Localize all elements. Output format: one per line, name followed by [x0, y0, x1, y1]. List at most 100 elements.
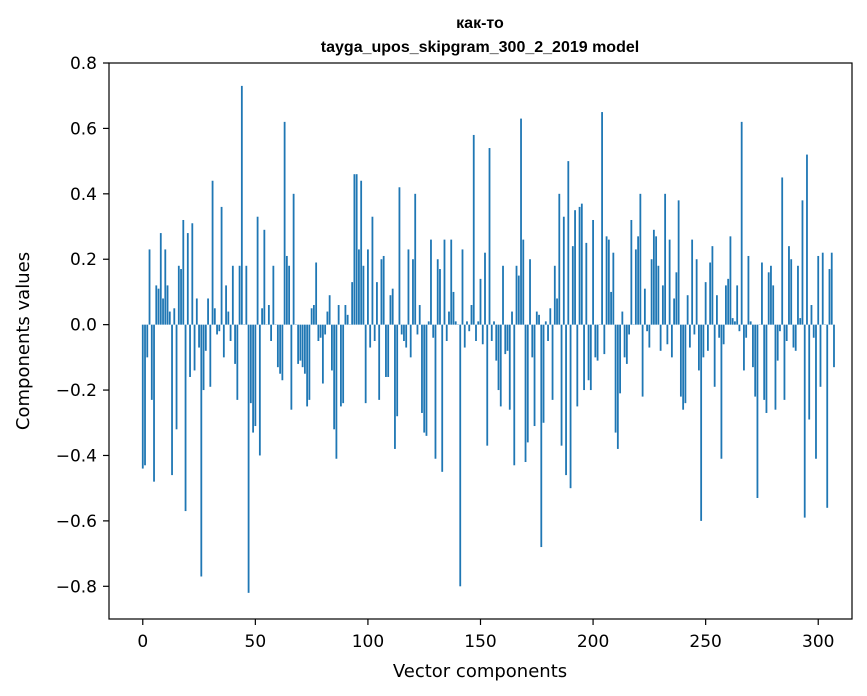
- bar: [634, 249, 637, 325]
- bar: [716, 295, 718, 325]
- bar: [432, 324, 435, 338]
- bar: [763, 324, 766, 400]
- bar: [367, 249, 369, 325]
- bar: [164, 249, 167, 325]
- x-tick-label: 300: [802, 632, 834, 652]
- bar: [146, 324, 149, 358]
- bar: [470, 305, 473, 325]
- bar: [571, 246, 574, 325]
- bar: [414, 193, 417, 325]
- bar: [752, 324, 754, 368]
- bar: [693, 324, 696, 335]
- bar: [504, 324, 507, 355]
- bar: [189, 324, 191, 377]
- x-tick-label: 50: [245, 632, 267, 652]
- bar: [698, 324, 700, 371]
- y-axis-label: Components values: [13, 252, 34, 430]
- bar: [641, 324, 644, 397]
- bar: [612, 252, 615, 325]
- bar: [709, 262, 712, 325]
- bar: [788, 246, 790, 325]
- bar: [326, 311, 329, 325]
- bar: [407, 249, 410, 325]
- y-tick-label: 0.0: [70, 316, 97, 336]
- bar: [175, 324, 178, 430]
- bar: [497, 324, 500, 391]
- bar: [511, 311, 513, 325]
- bar: [180, 269, 182, 325]
- bar: [785, 324, 788, 341]
- bar: [249, 324, 252, 404]
- bar: [722, 324, 725, 345]
- bar: [276, 324, 279, 368]
- bar: [664, 193, 667, 325]
- bar: [749, 321, 752, 325]
- bar: [270, 324, 273, 341]
- bar: [833, 324, 835, 368]
- bar: [312, 305, 315, 325]
- bar: [450, 239, 453, 325]
- bar: [148, 249, 151, 325]
- bar: [691, 239, 694, 325]
- bar: [369, 324, 372, 348]
- bar: [781, 177, 784, 325]
- bar: [594, 324, 597, 358]
- bar: [603, 324, 606, 355]
- bar: [828, 269, 831, 325]
- bar: [567, 161, 570, 325]
- bar: [684, 324, 687, 404]
- bar: [159, 233, 162, 325]
- bar: [517, 275, 520, 325]
- bar: [589, 324, 592, 391]
- chart-title-line2: tayga_upos_skipgram_300_2_2019 model: [321, 39, 639, 56]
- bar: [371, 216, 374, 325]
- bar: [756, 324, 759, 498]
- bar: [670, 324, 673, 358]
- bar: [711, 246, 714, 325]
- bar: [547, 324, 549, 341]
- bar: [427, 321, 430, 325]
- bar: [815, 324, 817, 459]
- bar: [481, 324, 484, 345]
- bar: [218, 324, 221, 332]
- bar: [695, 259, 698, 325]
- bar: [225, 285, 227, 325]
- bar: [488, 148, 491, 325]
- bar: [184, 324, 187, 512]
- bar: [562, 216, 565, 325]
- bar: [299, 324, 302, 361]
- bar: [522, 239, 525, 325]
- bar: [177, 265, 180, 325]
- bar: [506, 324, 509, 351]
- bar: [430, 239, 432, 325]
- bar: [679, 324, 682, 397]
- bar: [576, 324, 579, 407]
- bar: [466, 321, 468, 325]
- bar: [776, 324, 779, 361]
- bar: [475, 324, 477, 341]
- bar: [380, 259, 383, 325]
- bar: [472, 134, 475, 325]
- bar: [468, 324, 471, 332]
- bar: [720, 324, 723, 459]
- bar: [659, 324, 662, 351]
- bar: [810, 305, 813, 325]
- bar: [529, 259, 531, 325]
- bar: [409, 324, 412, 358]
- bar: [452, 291, 455, 325]
- bar: [513, 324, 516, 466]
- bar: [486, 324, 489, 446]
- bar: [806, 154, 808, 325]
- bar: [556, 298, 558, 325]
- bar: [310, 308, 313, 325]
- bar: [535, 311, 538, 325]
- bar: [207, 298, 209, 325]
- bar: [808, 324, 811, 420]
- bar: [688, 324, 691, 348]
- bar: [220, 206, 223, 325]
- bar: [360, 180, 363, 325]
- bar: [155, 285, 158, 325]
- bar: [772, 285, 775, 325]
- bar: [675, 272, 678, 325]
- y-tick-label: 0.6: [70, 119, 97, 139]
